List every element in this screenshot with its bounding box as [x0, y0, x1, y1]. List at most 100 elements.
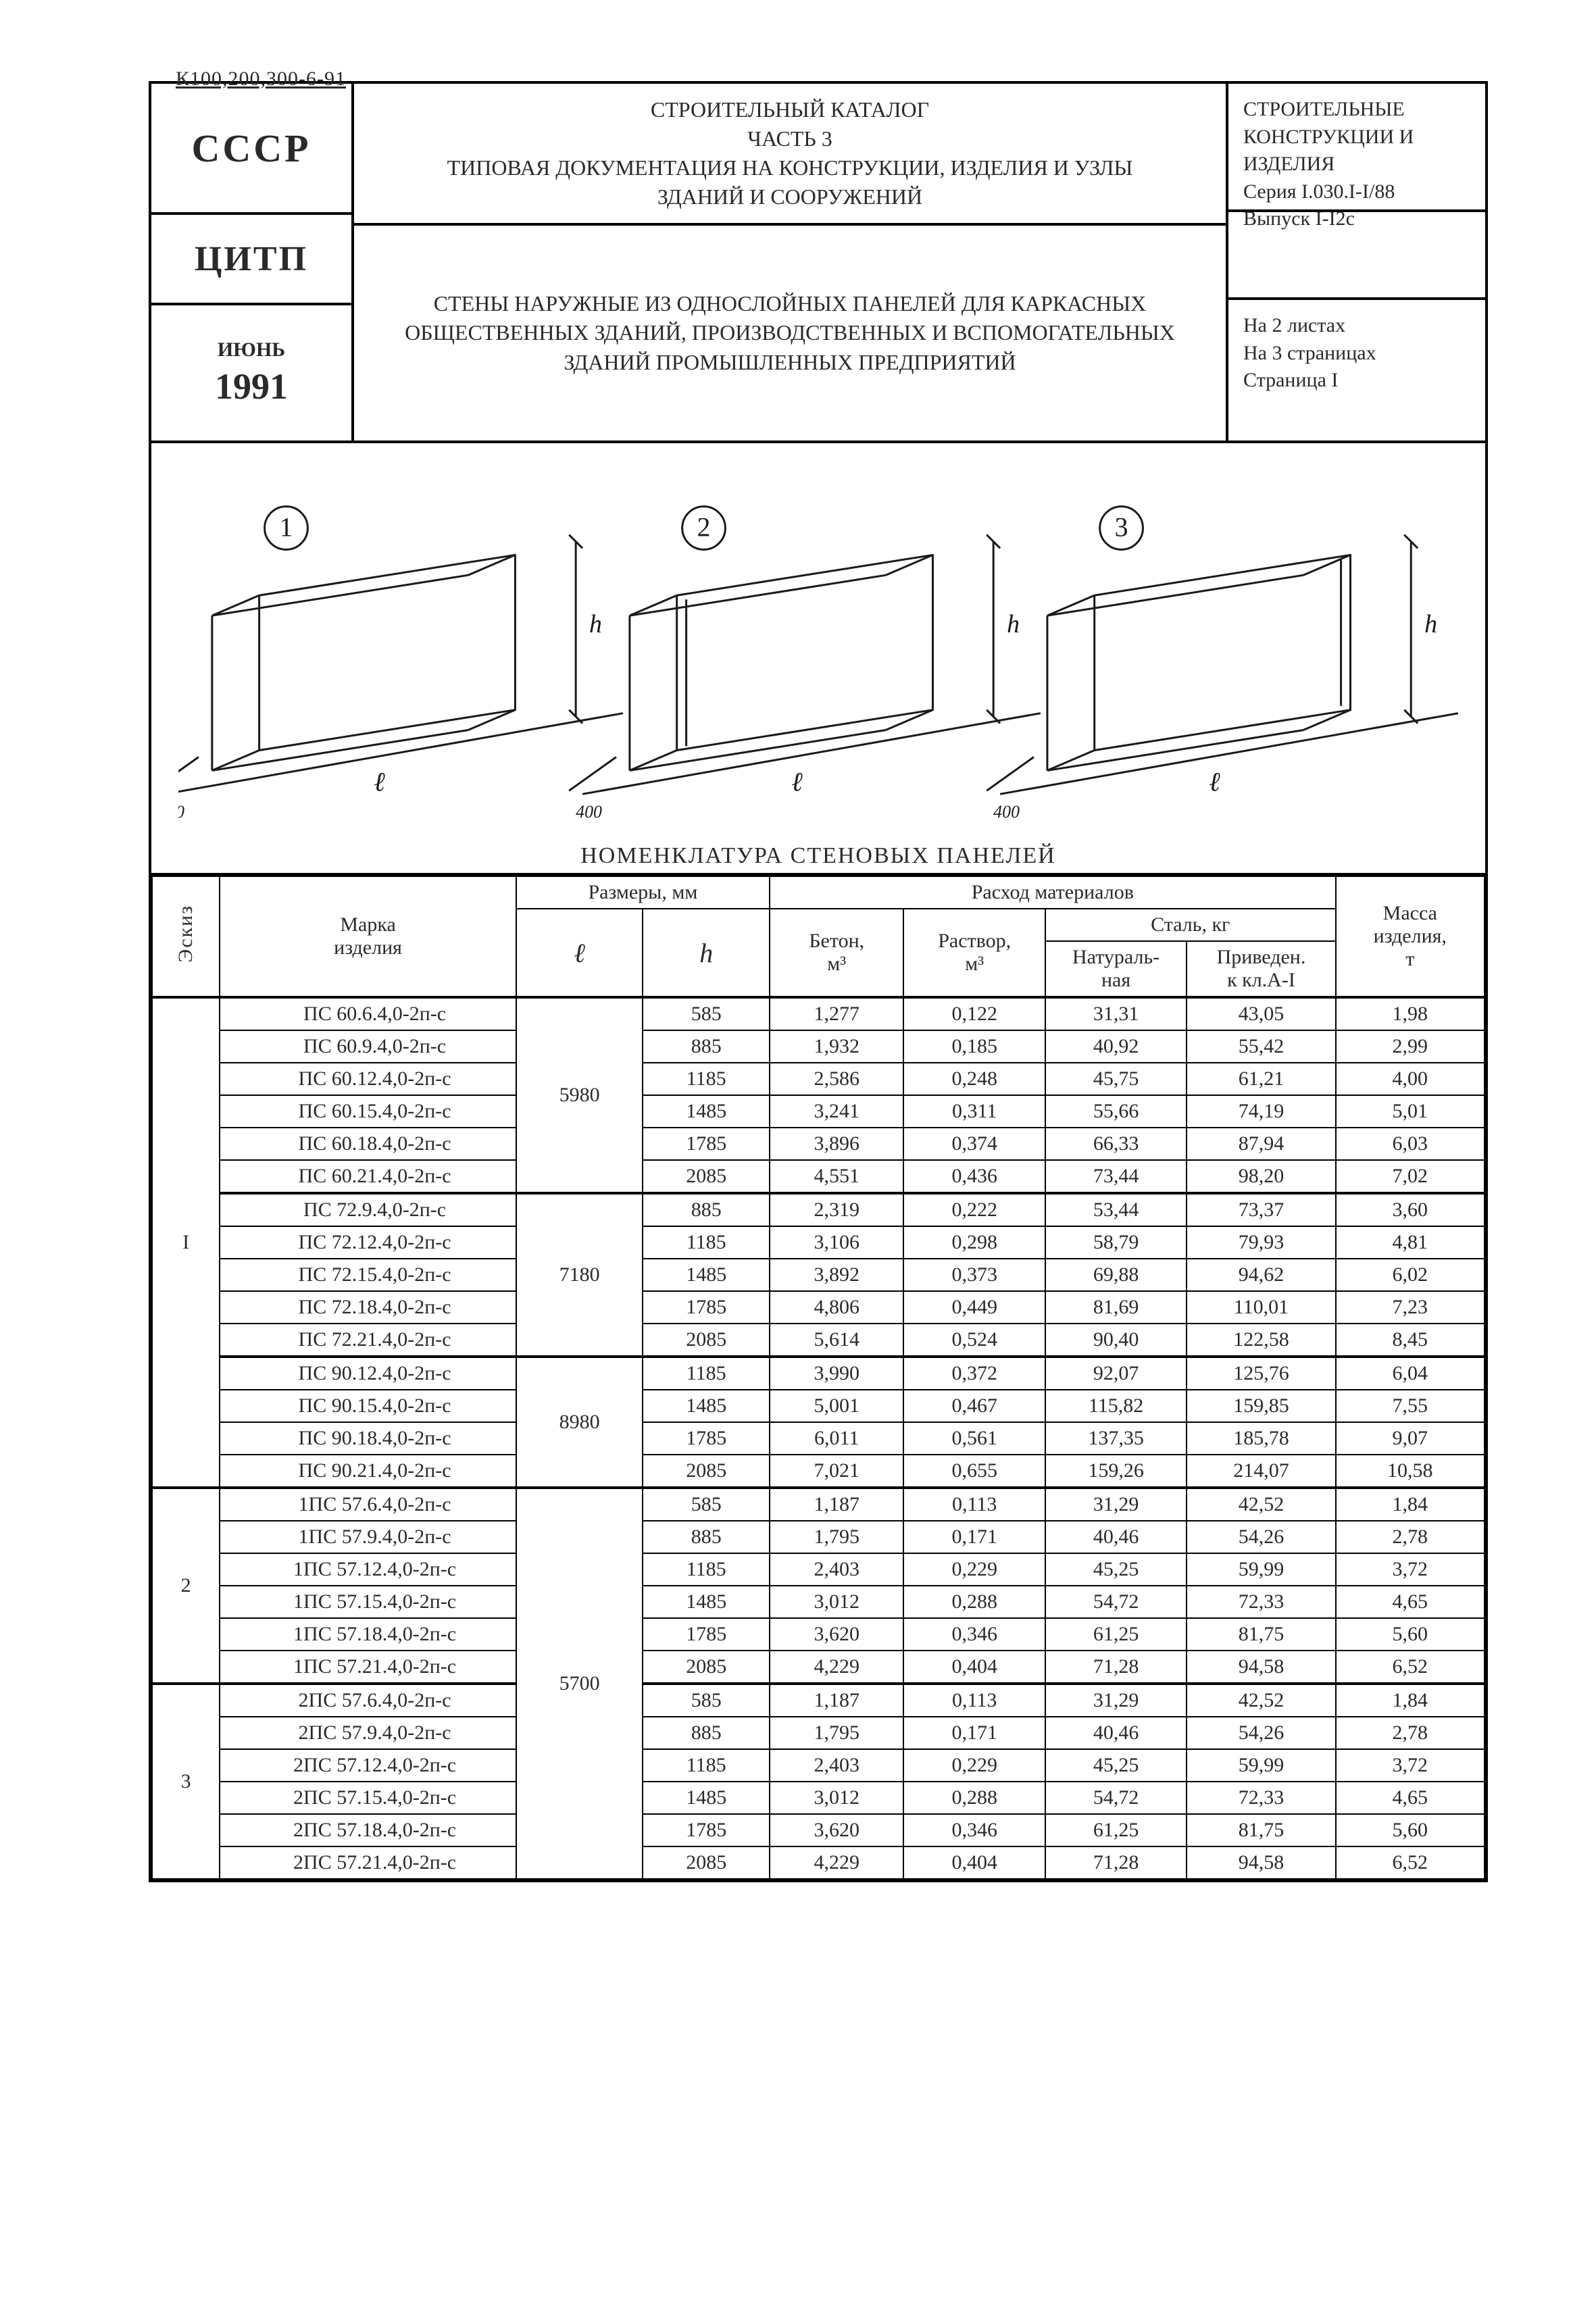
data-cell: 72,33	[1187, 1586, 1335, 1618]
data-cell: 40,46	[1045, 1717, 1187, 1749]
table-row: ПС 60.21.4,0-2п-с20854,5510,43673,4498,2…	[152, 1160, 1485, 1193]
l-cell: 5700	[516, 1488, 643, 1879]
data-cell: 0,311	[903, 1095, 1045, 1128]
data-cell: 7,23	[1336, 1291, 1485, 1324]
subject-title-text: СТЕНЫ НАРУЖНЫЕ ИЗ ОДНОСЛОЙНЫХ ПАНЕЛЕЙ ДЛ…	[405, 289, 1175, 377]
data-cell: 3,106	[770, 1226, 904, 1259]
data-cell: 1,795	[770, 1717, 904, 1749]
document-frame: СССР ЦИТП ИЮНЬ 1991 СТРОИТЕЛЬНЫЙ КАТАЛОГ…	[149, 81, 1488, 1882]
marka-cell: ПС 72.9.4,0-2п-с	[220, 1193, 516, 1226]
col-eskiz: Эскиз	[174, 905, 197, 963]
l-cell: 5980	[516, 997, 643, 1193]
svg-text:1: 1	[280, 512, 293, 543]
data-cell: 4,551	[770, 1160, 904, 1193]
data-cell: 1,932	[770, 1030, 904, 1063]
data-cell: 1,84	[1336, 1684, 1485, 1717]
data-cell: 1485	[643, 1095, 770, 1128]
marka-cell: 2ПС 57.18.4,0-2п-с	[220, 1814, 516, 1846]
data-cell: 0,436	[903, 1160, 1045, 1193]
data-cell: 3,620	[770, 1814, 904, 1846]
data-cell: 66,33	[1045, 1128, 1187, 1160]
data-cell: 5,60	[1336, 1814, 1485, 1846]
svg-text:ℓ: ℓ	[374, 766, 385, 797]
data-cell: 2,319	[770, 1193, 904, 1226]
marka-cell: ПС 60.6.4,0-2п-с	[220, 997, 516, 1030]
data-cell: 885	[643, 1193, 770, 1226]
marka-cell: ПС 90.12.4,0-2п-с	[220, 1357, 516, 1390]
svg-text:2: 2	[697, 512, 711, 543]
data-cell: 0,171	[903, 1521, 1045, 1553]
marka-cell: ПС 90.15.4,0-2п-с	[220, 1390, 516, 1422]
data-cell: 1185	[643, 1226, 770, 1259]
eskiz-cell: 2	[152, 1488, 220, 1684]
data-cell: 0,288	[903, 1586, 1045, 1618]
document-code: К100,200,300-6-91	[176, 68, 346, 91]
svg-text:ℓ: ℓ	[1209, 766, 1220, 797]
diagram-area: hℓ4001 hℓ4002 hℓ4003 НОМЕНКЛАТУРА СТЕНОВ…	[151, 443, 1485, 876]
data-cell: 61,25	[1045, 1814, 1187, 1846]
data-cell: 42,52	[1187, 1684, 1335, 1717]
data-cell: 0,449	[903, 1291, 1045, 1324]
table-row: 1ПС 57.18.4,0-2п-с17853,6200,34661,2581,…	[152, 1618, 1485, 1651]
col-rashod: Расход материалов	[770, 876, 1336, 909]
data-cell: 4,229	[770, 1651, 904, 1684]
data-cell: 6,52	[1336, 1651, 1485, 1684]
data-cell: 71,28	[1045, 1846, 1187, 1879]
l-cell: 7180	[516, 1193, 643, 1357]
data-cell: 4,229	[770, 1846, 904, 1879]
svg-text:400: 400	[576, 802, 602, 822]
data-cell: 10,58	[1336, 1455, 1485, 1488]
header-left-col: СССР ЦИТП ИЮНЬ 1991	[151, 84, 354, 441]
marka-cell: ПС 60.9.4,0-2п-с	[220, 1030, 516, 1063]
month-label: ИЮНЬ	[218, 338, 285, 361]
marka-cell: ПС 72.12.4,0-2п-с	[220, 1226, 516, 1259]
marka-cell: 2ПС 57.12.4,0-2п-с	[220, 1749, 516, 1782]
marka-cell: 1ПС 57.12.4,0-2п-с	[220, 1553, 516, 1586]
data-cell: 885	[643, 1521, 770, 1553]
data-cell: 2,78	[1336, 1717, 1485, 1749]
date-cell: ИЮНЬ 1991	[151, 305, 354, 441]
marka-cell: 2ПС 57.6.4,0-2п-с	[220, 1684, 516, 1717]
data-cell: 1185	[643, 1063, 770, 1095]
year-label: 1991	[215, 366, 288, 407]
marka-cell: ПС 60.21.4,0-2п-с	[220, 1160, 516, 1193]
data-cell: 1,795	[770, 1521, 904, 1553]
diagram-caption: НОМЕНКЛАТУРА СТЕНОВЫХ ПАНЕЛЕЙ	[178, 843, 1458, 869]
table-row: 2ПС 57.21.4,0-2п-с20854,2290,40471,2894,…	[152, 1846, 1485, 1879]
table-row: ПС 72.21.4,0-2п-с20855,6140,52490,40122,…	[152, 1324, 1485, 1357]
country-cell: СССР	[151, 84, 354, 215]
data-cell: 0,122	[903, 997, 1045, 1030]
data-cell: 3,012	[770, 1782, 904, 1814]
col-h: h	[643, 909, 770, 997]
data-cell: 0,467	[903, 1390, 1045, 1422]
data-cell: 2,586	[770, 1063, 904, 1095]
data-cell: 0,372	[903, 1357, 1045, 1390]
table-row: 1ПС 57.12.4,0-2п-с11852,4030,22945,2559,…	[152, 1553, 1485, 1586]
svg-text:ℓ: ℓ	[791, 766, 803, 797]
data-cell: 6,03	[1336, 1128, 1485, 1160]
data-cell: 3,896	[770, 1128, 904, 1160]
panel-2: hℓ4002	[569, 507, 1041, 822]
l-cell: 8980	[516, 1357, 643, 1488]
data-cell: 137,35	[1045, 1422, 1187, 1455]
data-cell: 40,92	[1045, 1030, 1187, 1063]
table-row: ПС 90.18.4,0-2п-с17856,0110,561137,35185…	[152, 1422, 1485, 1455]
eskiz-cell: 3	[152, 1684, 220, 1879]
data-cell: 92,07	[1045, 1357, 1187, 1390]
marka-cell: ПС 72.21.4,0-2п-с	[220, 1324, 516, 1357]
data-cell: 3,012	[770, 1586, 904, 1618]
col-massa: Масса изделия, т	[1336, 876, 1485, 997]
data-cell: 90,40	[1045, 1324, 1187, 1357]
data-cell: 1785	[643, 1291, 770, 1324]
col-beton: Бетон, м³	[770, 909, 904, 997]
empty-cell	[1228, 212, 1485, 300]
data-cell: 585	[643, 997, 770, 1030]
data-cell: 4,65	[1336, 1586, 1485, 1618]
data-cell: 5,001	[770, 1390, 904, 1422]
data-cell: 94,58	[1187, 1846, 1335, 1879]
marka-cell: 1ПС 57.9.4,0-2п-с	[220, 1521, 516, 1553]
marka-cell: 2ПС 57.9.4,0-2п-с	[220, 1717, 516, 1749]
data-cell: 1,187	[770, 1684, 904, 1717]
marka-cell: ПС 72.18.4,0-2п-с	[220, 1291, 516, 1324]
data-cell: 1785	[643, 1422, 770, 1455]
